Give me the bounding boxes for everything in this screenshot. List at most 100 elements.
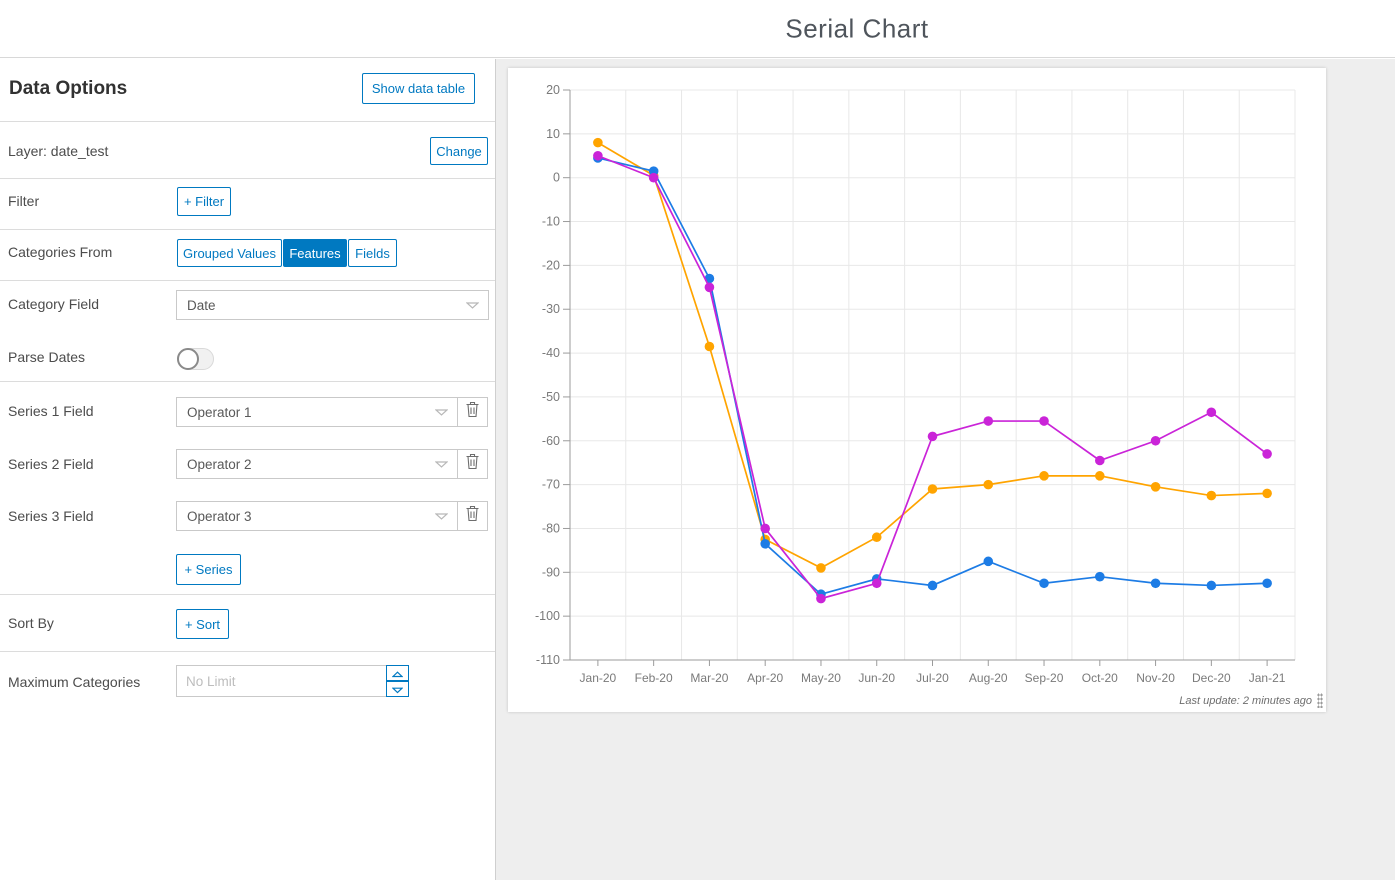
- parse-dates-label: Parse Dates: [8, 349, 85, 365]
- divider: [0, 381, 495, 382]
- series-line-operator-3: [598, 156, 1267, 599]
- data-point-operator-3-Feb-20[interactable]: [649, 173, 659, 183]
- category-field-label: Category Field: [8, 296, 99, 312]
- data-point-operator-1-Jun-20[interactable]: [872, 532, 882, 542]
- y-axis-label: -30: [542, 302, 560, 316]
- y-axis-label: 0: [553, 171, 560, 185]
- chevron-down-icon: [435, 457, 448, 472]
- x-axis-label: Jan-21: [1249, 671, 1286, 685]
- x-axis-label: Aug-20: [969, 671, 1008, 685]
- data-point-operator-3-Jan-20[interactable]: [593, 151, 603, 161]
- y-axis-label: -40: [542, 346, 560, 360]
- tab-fields[interactable]: Fields: [348, 239, 397, 267]
- data-point-operator-1-Oct-20[interactable]: [1095, 471, 1105, 481]
- tab-features[interactable]: Features: [283, 239, 347, 267]
- data-point-operator-3-Sep-20[interactable]: [1039, 416, 1049, 426]
- serial-chart-panel: 20100-10-20-30-40-50-60-70-80-90-100-110…: [508, 68, 1326, 712]
- series-3-value: Operator 3: [187, 509, 252, 524]
- x-axis-label: Jul-20: [916, 671, 949, 685]
- series-2-select[interactable]: Operator 2: [176, 449, 458, 479]
- chevron-down-icon: [435, 509, 448, 524]
- series-1-delete-button[interactable]: [457, 397, 488, 427]
- data-point-operator-3-Jul-20[interactable]: [928, 432, 938, 442]
- add-filter-button[interactable]: + Filter: [177, 187, 231, 216]
- data-point-operator-2-Jan-21[interactable]: [1262, 578, 1272, 588]
- series-2-delete-button[interactable]: [457, 449, 488, 479]
- data-options-panel: Data Options Show data table Layer: date…: [0, 59, 496, 880]
- data-point-operator-3-Dec-20[interactable]: [1207, 407, 1217, 417]
- y-axis-label: -100: [535, 609, 560, 623]
- data-point-operator-3-Mar-20[interactable]: [705, 283, 715, 293]
- data-point-operator-2-Apr-20[interactable]: [760, 539, 770, 549]
- data-point-operator-1-Jan-21[interactable]: [1262, 489, 1272, 499]
- data-point-operator-1-Mar-20[interactable]: [705, 342, 715, 352]
- data-point-operator-1-Sep-20[interactable]: [1039, 471, 1049, 481]
- data-point-operator-1-May-20[interactable]: [816, 563, 826, 573]
- series-3-delete-button[interactable]: [457, 501, 488, 531]
- stepper-down-button[interactable]: [386, 681, 409, 697]
- y-axis-label: -90: [542, 565, 560, 579]
- chevron-down-icon: [392, 682, 403, 697]
- y-axis-label: -50: [542, 390, 560, 404]
- filter-label: Filter: [8, 193, 39, 209]
- divider: [0, 121, 495, 122]
- y-axis-label: -60: [542, 434, 560, 448]
- y-axis-label: -70: [542, 478, 560, 492]
- add-series-button[interactable]: + Series: [176, 554, 241, 585]
- data-point-operator-1-Jul-20[interactable]: [928, 484, 938, 494]
- data-point-operator-2-Oct-20[interactable]: [1095, 572, 1105, 582]
- data-point-operator-3-Oct-20[interactable]: [1095, 456, 1105, 466]
- y-axis-label: -80: [542, 521, 560, 535]
- show-data-table-button[interactable]: Show data table: [362, 73, 475, 104]
- trash-icon: [465, 453, 480, 475]
- x-axis-label: Mar-20: [690, 671, 728, 685]
- categories-from-label: Categories From: [8, 244, 112, 260]
- data-point-operator-3-Jan-21[interactable]: [1262, 449, 1272, 459]
- series-2-value: Operator 2: [187, 457, 252, 472]
- divider: [0, 651, 495, 652]
- category-field-value: Date: [187, 298, 216, 313]
- divider: [0, 178, 495, 179]
- panel-title: Data Options: [9, 78, 127, 100]
- data-point-operator-1-Jan-20[interactable]: [593, 138, 603, 148]
- trash-icon: [465, 401, 480, 423]
- serial-chart-svg: 20100-10-20-30-40-50-60-70-80-90-100-110…: [508, 68, 1326, 712]
- data-point-operator-2-Dec-20[interactable]: [1207, 581, 1217, 591]
- stepper-up-button[interactable]: [386, 665, 409, 681]
- parse-dates-toggle[interactable]: [177, 348, 214, 370]
- data-point-operator-1-Aug-20[interactable]: [983, 480, 993, 490]
- chevron-down-icon: [435, 405, 448, 420]
- change-layer-button[interactable]: Change: [430, 137, 488, 165]
- x-axis-label: Oct-20: [1082, 671, 1118, 685]
- data-point-operator-2-Nov-20[interactable]: [1151, 578, 1161, 588]
- data-point-operator-3-Jun-20[interactable]: [872, 578, 882, 588]
- data-point-operator-3-Apr-20[interactable]: [760, 524, 770, 534]
- data-point-operator-3-Aug-20[interactable]: [983, 416, 993, 426]
- resize-handle-icon[interactable]: [1317, 693, 1323, 708]
- toggle-knob: [177, 348, 199, 370]
- series-1-value: Operator 1: [187, 405, 252, 420]
- data-point-operator-2-Sep-20[interactable]: [1039, 578, 1049, 588]
- series-2-field-label: Series 2 Field: [8, 456, 94, 472]
- data-point-operator-3-Nov-20[interactable]: [1151, 436, 1161, 446]
- x-axis-label: Nov-20: [1136, 671, 1175, 685]
- sort-by-label: Sort By: [8, 615, 54, 631]
- divider: [0, 229, 495, 230]
- tab-grouped-values[interactable]: Grouped Values: [177, 239, 282, 267]
- divider: [0, 594, 495, 595]
- category-field-select[interactable]: Date: [176, 290, 489, 320]
- series-3-select[interactable]: Operator 3: [176, 501, 458, 531]
- data-point-operator-1-Nov-20[interactable]: [1151, 482, 1161, 492]
- series-1-select[interactable]: Operator 1: [176, 397, 458, 427]
- data-point-operator-2-Aug-20[interactable]: [983, 557, 993, 567]
- series-3-field-label: Series 3 Field: [8, 508, 94, 524]
- y-axis-label: -110: [536, 653, 560, 667]
- maximum-categories-input[interactable]: [176, 665, 387, 697]
- add-sort-button[interactable]: + Sort: [176, 609, 229, 639]
- data-point-operator-3-May-20[interactable]: [816, 594, 826, 604]
- x-axis-label: Jun-20: [858, 671, 895, 685]
- data-point-operator-1-Dec-20[interactable]: [1207, 491, 1217, 501]
- series-line-operator-1: [598, 143, 1267, 568]
- data-point-operator-2-Jul-20[interactable]: [928, 581, 938, 591]
- x-axis-label: Jan-20: [580, 671, 617, 685]
